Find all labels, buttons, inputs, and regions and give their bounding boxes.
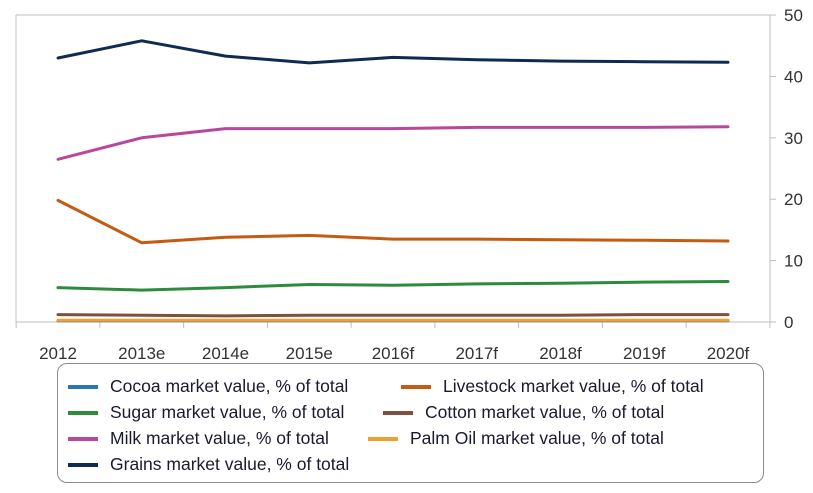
y-tick-label: 50 [784, 6, 803, 25]
legend-item-milk: Milk market value, % of total [68, 428, 329, 449]
legend-label-cotton: Cotton market value, % of total [425, 402, 665, 422]
legend-label-grains: Grains market value, % of total [110, 454, 350, 474]
legend-swatch-livestock [401, 384, 431, 389]
legend-swatch-milk [68, 436, 98, 441]
legend-label-sugar: Sugar market value, % of total [110, 402, 345, 422]
y-tick-label: 20 [784, 190, 803, 209]
series-line-milk [56, 125, 730, 161]
legend-item-livestock: Livestock market value, % of total [401, 376, 704, 397]
legend-label-palm-oil: Palm Oil market value, % of total [410, 428, 664, 448]
legend-item-cotton: Cotton market value, % of total [383, 402, 664, 423]
y-tick-label: 10 [784, 252, 803, 271]
y-tick-label: 40 [784, 67, 803, 86]
x-tick-label: 2018f [539, 344, 582, 360]
x-tick-label: 2012 [39, 344, 77, 360]
x-tick-label: 2016f [372, 344, 415, 360]
legend-swatch-sugar [68, 410, 98, 415]
y-tick-label: 30 [784, 129, 803, 148]
legend-label-cocoa: Cocoa market value, % of total [110, 376, 349, 396]
legend-item-palm-oil: Palm Oil market value, % of total [368, 428, 664, 449]
chart-legend: Cocoa market value, % of total Livestock… [57, 363, 764, 483]
line-chart: 2012 2013e 2014e 2015e 2016f 2017f 2018f 2019f 2… [15, 6, 803, 360]
legend-swatch-palm-oil [368, 436, 398, 441]
series-line-livestock [56, 198, 730, 245]
series-line-sugar [56, 280, 730, 292]
x-tick-label: 2015e [286, 344, 333, 360]
x-tick-label: 2014e [202, 344, 249, 360]
legend-swatch-grains [68, 462, 98, 467]
legend-item-sugar: Sugar market value, % of total [68, 402, 344, 423]
legend-label-milk: Milk market value, % of total [110, 428, 329, 448]
series-line-cotton [56, 313, 730, 318]
x-tick-label: 2020f [707, 344, 750, 360]
x-tick-label: 2019f [623, 344, 666, 360]
legend-swatch-cotton [383, 410, 413, 415]
legend-item-grains: Grains market value, % of total [68, 454, 349, 475]
legend-label-livestock: Livestock market value, % of total [443, 376, 704, 396]
legend-item-cocoa: Cocoa market value, % of total [68, 376, 348, 397]
x-tick-label: 2013e [118, 344, 165, 360]
legend-swatch-cocoa [68, 384, 98, 389]
y-tick-label: 0 [784, 313, 793, 332]
series-line-grains [56, 39, 730, 65]
x-tick-label: 2017f [455, 344, 498, 360]
